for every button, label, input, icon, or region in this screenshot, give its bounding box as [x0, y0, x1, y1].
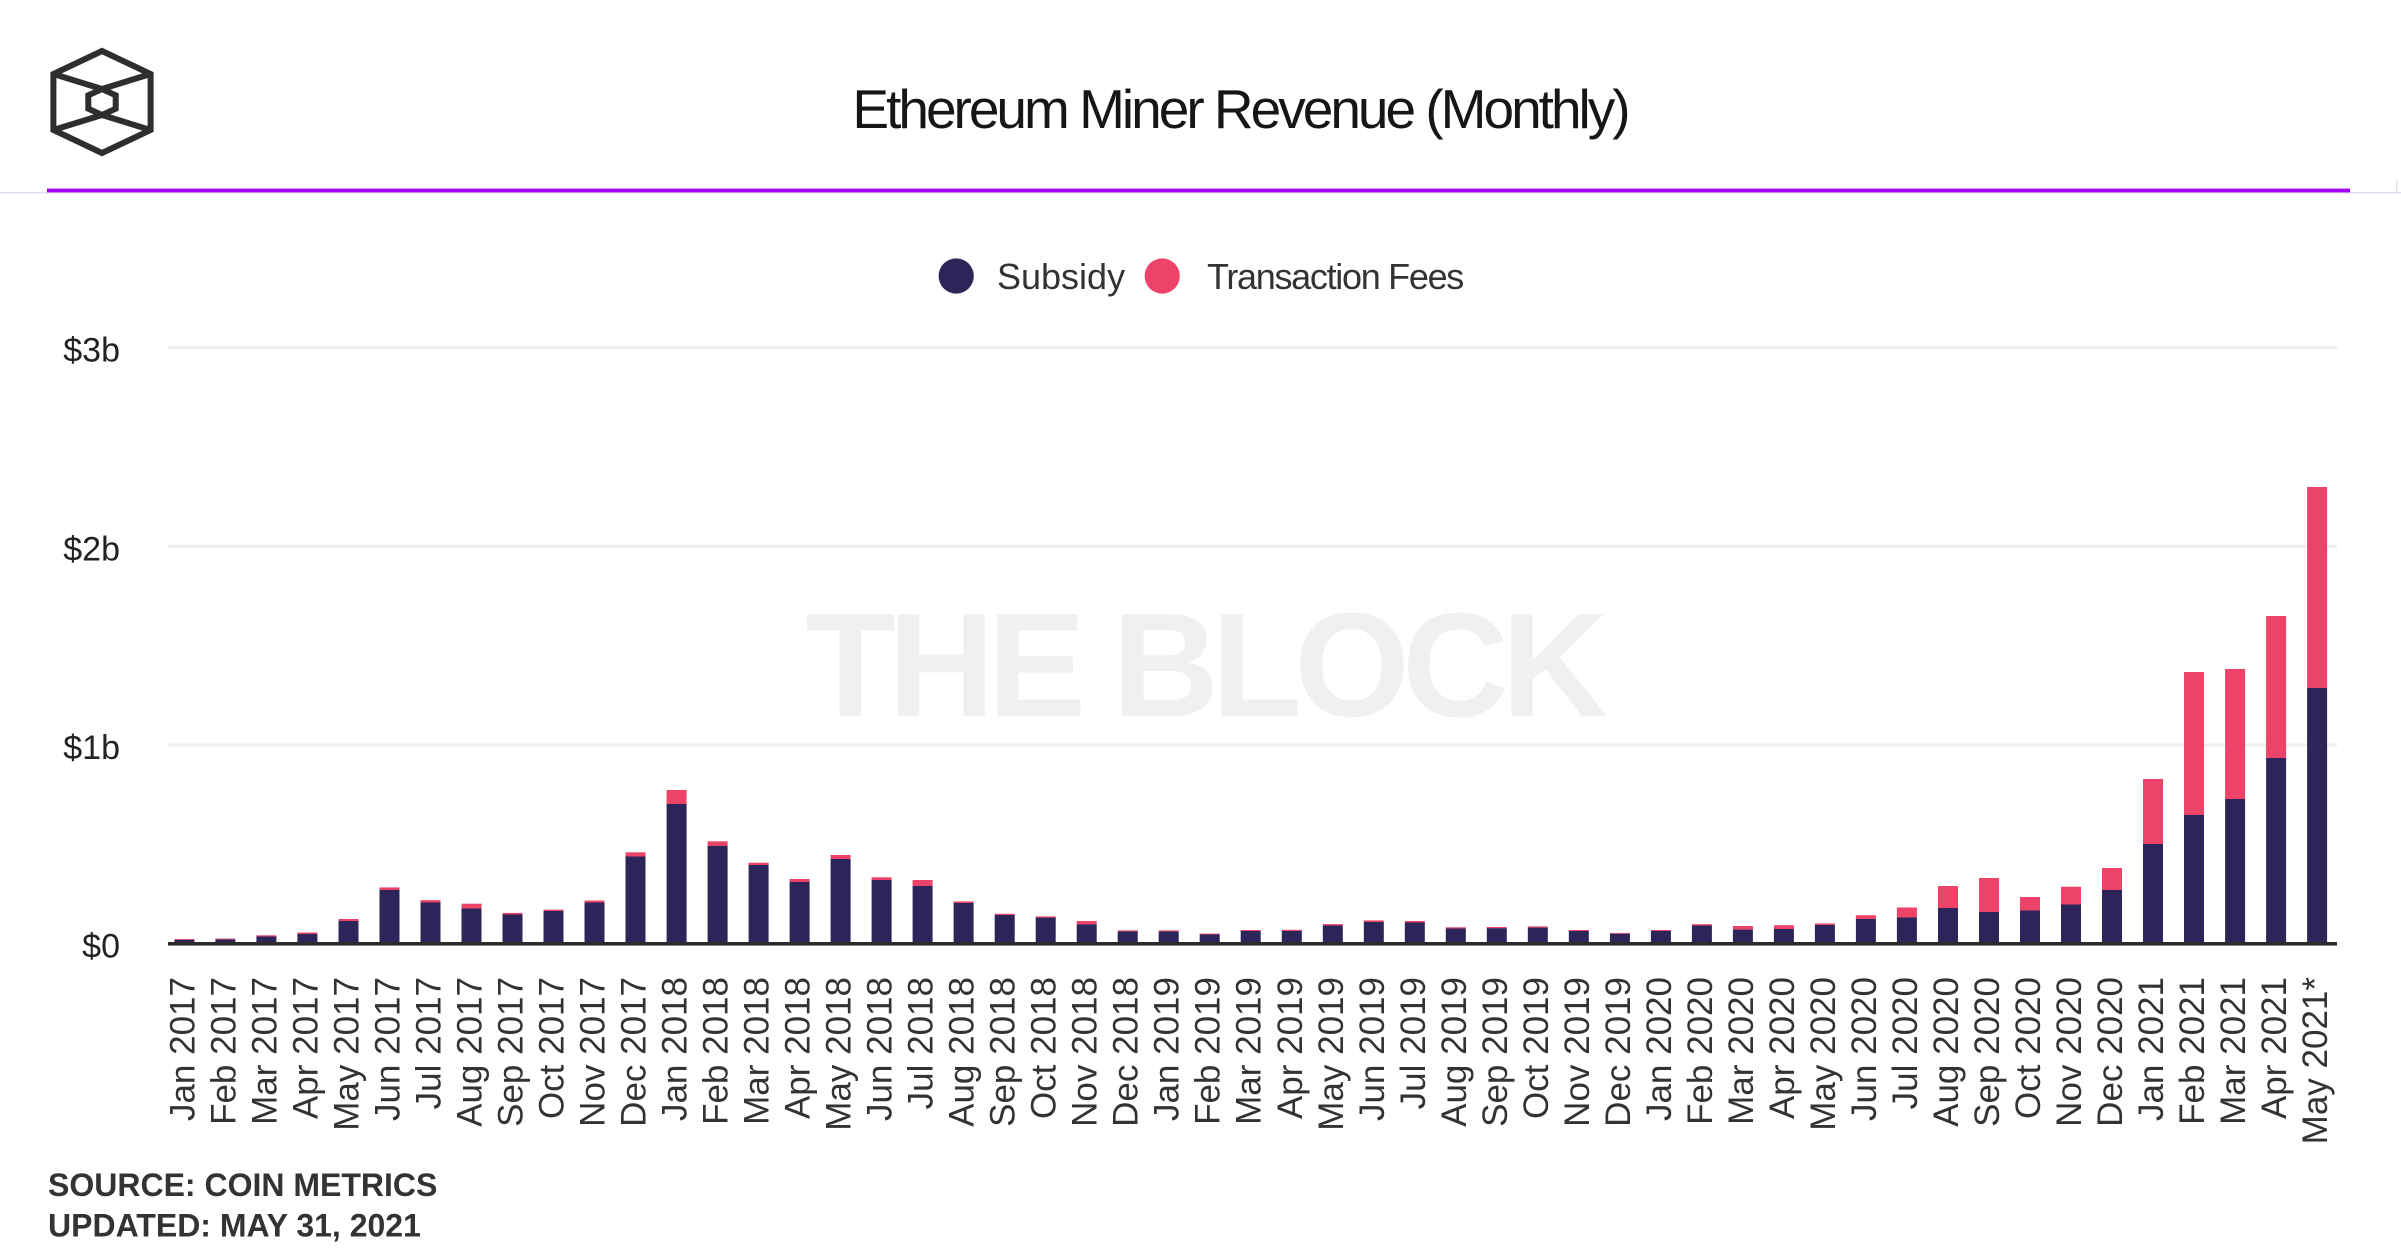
svg-text:Mar 2019: Mar 2019 — [1230, 977, 1269, 1125]
svg-text:Jan 2019: Jan 2019 — [1148, 977, 1187, 1121]
svg-text:Feb 2017: Feb 2017 — [204, 977, 243, 1125]
svg-text:Oct 2018: Oct 2018 — [1025, 977, 1064, 1119]
svg-text:Jan 2020: Jan 2020 — [1640, 977, 1679, 1121]
svg-text:Oct 2017: Oct 2017 — [533, 977, 572, 1119]
svg-text:Sep 2019: Sep 2019 — [1476, 977, 1515, 1127]
svg-text:SOURCE: COIN METRICS: SOURCE: COIN METRICS — [48, 1167, 437, 1203]
svg-text:Apr 2019: Apr 2019 — [1271, 977, 1310, 1119]
svg-text:May 2020: May 2020 — [1804, 977, 1843, 1131]
svg-text:Mar 2017: Mar 2017 — [245, 977, 284, 1125]
svg-text:Feb 2018: Feb 2018 — [697, 977, 736, 1125]
svg-text:Jul 2017: Jul 2017 — [410, 977, 449, 1109]
svg-text:Nov 2018: Nov 2018 — [1066, 977, 1105, 1127]
svg-text:Dec 2019: Dec 2019 — [1599, 977, 1638, 1127]
svg-text:Jan 2018: Jan 2018 — [656, 977, 695, 1121]
svg-text:Jul 2020: Jul 2020 — [1886, 977, 1925, 1109]
svg-text:Transaction Fees: Transaction Fees — [1207, 256, 1463, 297]
svg-text:Feb 2019: Feb 2019 — [1189, 977, 1228, 1125]
svg-text:Dec 2020: Dec 2020 — [2091, 977, 2130, 1127]
svg-text:$3b: $3b — [63, 332, 120, 370]
svg-text:May 2021*: May 2021* — [2296, 977, 2335, 1145]
svg-text:Aug 2020: Aug 2020 — [1927, 977, 1966, 1127]
svg-text:Ethereum Miner Revenue (Monthl: Ethereum Miner Revenue (Monthly) — [852, 78, 1627, 140]
svg-text:Jul 2018: Jul 2018 — [902, 977, 941, 1109]
svg-text:Jul 2019: Jul 2019 — [1394, 977, 1433, 1109]
svg-text:Jan 2021: Jan 2021 — [2132, 977, 2171, 1121]
svg-text:Sep 2017: Sep 2017 — [492, 977, 531, 1127]
svg-text:Oct 2020: Oct 2020 — [2009, 977, 2048, 1119]
svg-text:May 2019: May 2019 — [1312, 977, 1351, 1131]
svg-text:THE BLOCK: THE BLOCK — [805, 583, 1607, 748]
svg-text:Feb 2021: Feb 2021 — [2173, 977, 2212, 1125]
svg-text:Mar 2020: Mar 2020 — [1722, 977, 1761, 1125]
svg-text:May 2018: May 2018 — [820, 977, 859, 1131]
svg-text:$2b: $2b — [63, 530, 120, 568]
svg-text:Nov 2020: Nov 2020 — [2050, 977, 2089, 1127]
svg-text:Apr 2018: Apr 2018 — [779, 977, 818, 1119]
svg-text:Mar 2021: Mar 2021 — [2214, 977, 2253, 1125]
svg-text:$0: $0 — [82, 928, 120, 966]
svg-text:Jun 2019: Jun 2019 — [1353, 977, 1392, 1121]
svg-text:Oct 2019: Oct 2019 — [1517, 977, 1556, 1119]
svg-text:Subsidy: Subsidy — [997, 256, 1125, 297]
svg-text:Nov 2019: Nov 2019 — [1558, 977, 1597, 1127]
svg-text:Jun 2018: Jun 2018 — [861, 977, 900, 1121]
svg-text:Nov 2017: Nov 2017 — [574, 977, 613, 1127]
svg-text:Apr 2020: Apr 2020 — [1763, 977, 1802, 1119]
svg-text:$1b: $1b — [63, 729, 120, 767]
svg-text:Aug 2019: Aug 2019 — [1435, 977, 1474, 1127]
svg-text:Sep 2020: Sep 2020 — [1968, 977, 2007, 1127]
svg-text:Apr 2021: Apr 2021 — [2255, 977, 2294, 1119]
svg-text:Aug 2018: Aug 2018 — [943, 977, 982, 1127]
svg-text:Sep 2018: Sep 2018 — [984, 977, 1023, 1127]
svg-text:UPDATED: MAY 31, 2021: UPDATED: MAY 31, 2021 — [48, 1208, 421, 1244]
svg-text:Jan 2017: Jan 2017 — [163, 977, 202, 1121]
svg-text:Aug 2017: Aug 2017 — [451, 977, 490, 1127]
svg-text:May 2017: May 2017 — [328, 977, 367, 1131]
svg-text:Apr 2017: Apr 2017 — [286, 977, 325, 1119]
svg-text:Jun 2017: Jun 2017 — [369, 977, 408, 1121]
svg-text:Dec 2017: Dec 2017 — [615, 977, 654, 1127]
svg-text:Feb 2020: Feb 2020 — [1681, 977, 1720, 1125]
svg-text:Jun 2020: Jun 2020 — [1845, 977, 1884, 1121]
svg-text:Dec 2018: Dec 2018 — [1107, 977, 1146, 1127]
svg-text:Mar 2018: Mar 2018 — [738, 977, 777, 1125]
